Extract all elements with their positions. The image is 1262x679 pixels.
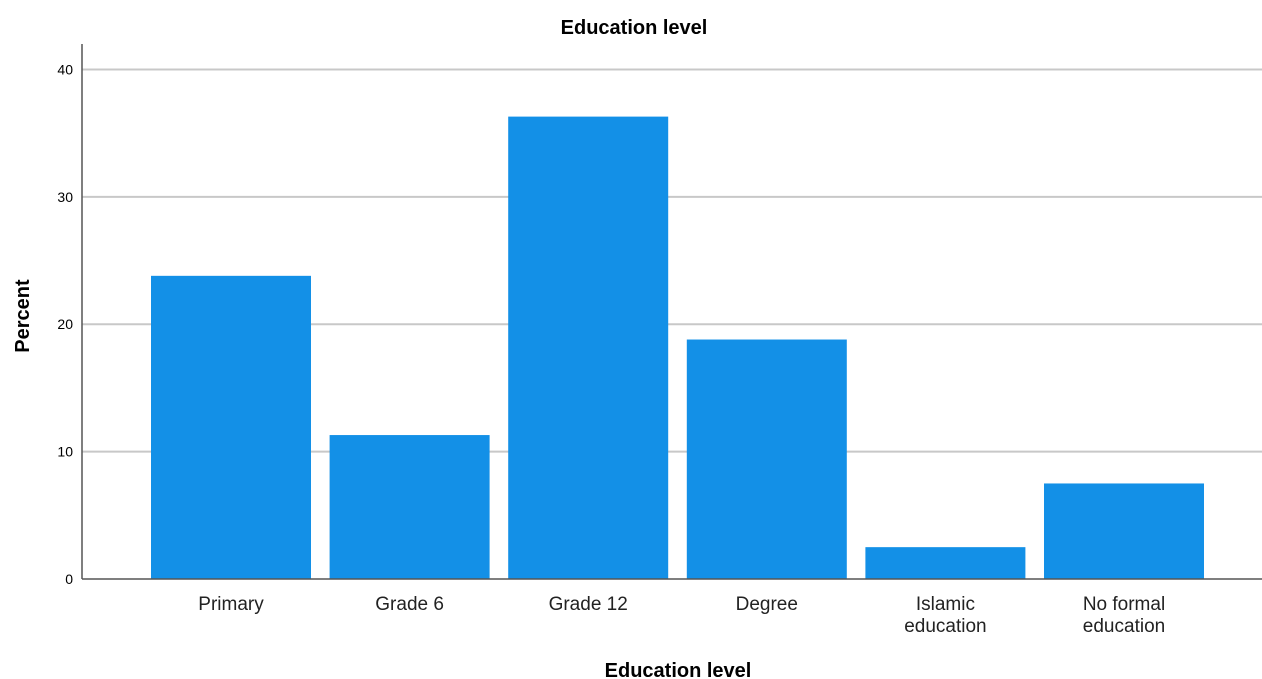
bar [865,547,1026,579]
axes [81,44,1262,580]
x-tick-label: Islamic education [904,594,986,637]
x-tick-label: No formal education [1083,594,1165,637]
bar [686,339,847,579]
y-tick-label: 30 [57,189,73,205]
y-tick-label: 20 [57,316,73,332]
bar [151,275,311,579]
chart-title: Education level [561,17,708,39]
y-tick-label: 40 [57,61,73,77]
bar [1044,483,1204,579]
y-axis-title: Percent [12,279,34,353]
y-tick-label: 0 [65,571,73,587]
x-tick-label: Primary [198,594,264,615]
y-tick-labels: 0 10 20 30 40 [57,61,73,587]
x-axis-title: Education level [605,660,752,679]
bars [151,116,1204,579]
bar [508,116,669,579]
x-tick-label: Grade 6 [375,594,444,615]
y-tick-label: 10 [57,444,73,460]
x-tick-label: Degree [736,594,798,615]
bar [329,435,490,579]
x-tick-label: Grade 12 [549,594,628,615]
x-tick-labels: Primary Grade 6 Grade 12 Degree Islamic educa… [198,594,1165,637]
